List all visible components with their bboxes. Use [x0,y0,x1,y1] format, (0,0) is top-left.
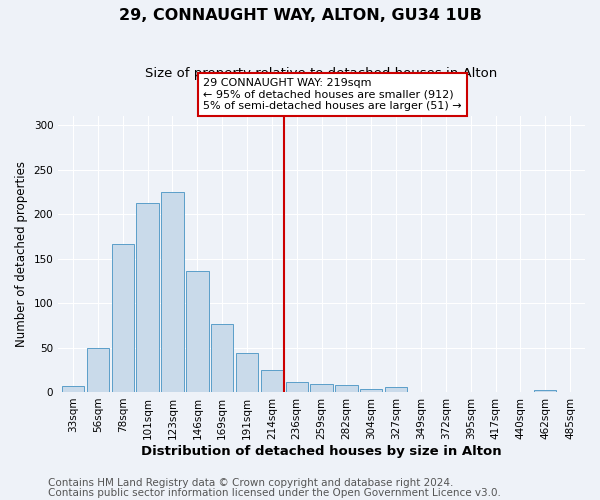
Bar [260,370,283,392]
Bar [161,192,184,392]
Bar [236,353,258,392]
Bar [385,386,407,392]
Bar [286,382,308,392]
Bar [136,202,159,392]
Bar [87,348,109,392]
Text: Contains HM Land Registry data © Crown copyright and database right 2024.: Contains HM Land Registry data © Crown c… [48,478,454,488]
Bar [310,384,333,392]
Text: Contains public sector information licensed under the Open Government Licence v3: Contains public sector information licen… [48,488,501,498]
Bar [335,385,358,392]
Title: Size of property relative to detached houses in Alton: Size of property relative to detached ho… [145,68,498,80]
Bar [62,386,84,392]
X-axis label: Distribution of detached houses by size in Alton: Distribution of detached houses by size … [141,444,502,458]
Text: 29 CONNAUGHT WAY: 219sqm
← 95% of detached houses are smaller (912)
5% of semi-d: 29 CONNAUGHT WAY: 219sqm ← 95% of detach… [203,78,461,111]
Text: 29, CONNAUGHT WAY, ALTON, GU34 1UB: 29, CONNAUGHT WAY, ALTON, GU34 1UB [119,8,481,22]
Bar [534,390,556,392]
Y-axis label: Number of detached properties: Number of detached properties [15,161,28,347]
Bar [112,244,134,392]
Bar [186,271,209,392]
Bar [211,324,233,392]
Bar [360,390,382,392]
